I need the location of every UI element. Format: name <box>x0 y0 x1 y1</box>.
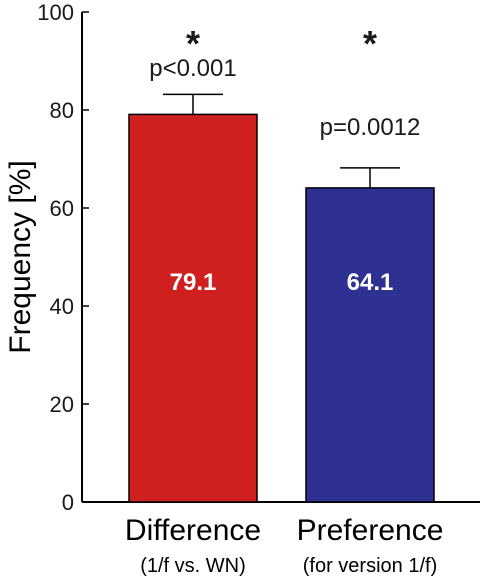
annotations: *p<0.001*p=0.0012 <box>149 23 420 141</box>
bar <box>305 187 435 503</box>
bar <box>128 113 258 503</box>
y-tick-label: 40 <box>50 294 74 319</box>
category-sublabel: (1/f vs. WN) <box>140 555 246 577</box>
bars: 79.1 64.1 <box>128 93 435 503</box>
significance-star: * <box>363 23 377 64</box>
y-tick-label: 0 <box>62 490 74 515</box>
category-label: Difference <box>125 514 261 547</box>
significance-star: * <box>186 23 200 64</box>
bar-value-label: 79.1 <box>170 269 217 296</box>
p-value-label: p<0.001 <box>149 55 236 82</box>
y-axis: 0 20 40 60 80 100 Frequency [%] <box>4 0 89 515</box>
y-tick-label: 20 <box>50 392 74 417</box>
category-label: Preference <box>297 514 444 547</box>
y-tick-label: 80 <box>50 98 74 123</box>
bar-value-label: 64.1 <box>347 269 394 296</box>
p-value-label: p=0.0012 <box>320 114 421 141</box>
y-axis-label: Frequency [%] <box>4 160 37 353</box>
y-tick-label: 60 <box>50 196 74 221</box>
y-ticks: 0 20 40 60 80 100 <box>37 0 89 515</box>
category-labels: Difference (1/f vs. WN) Preference (for ver… <box>125 514 443 577</box>
category-sublabel: (for version 1/f) <box>303 555 437 577</box>
y-tick-label: 100 <box>37 0 74 25</box>
